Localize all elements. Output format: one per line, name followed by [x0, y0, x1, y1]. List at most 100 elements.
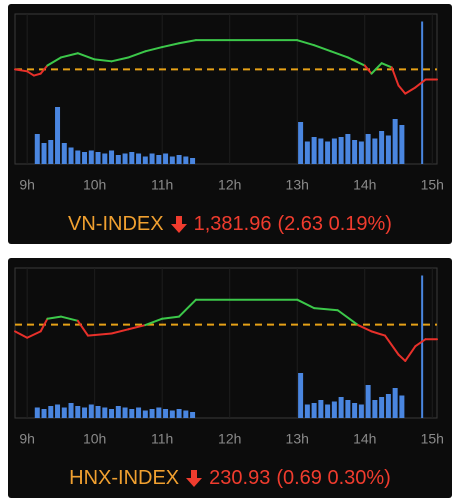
plot-frame [14, 13, 438, 165]
volume-bar [115, 155, 121, 164]
volume-bar [68, 403, 74, 418]
index-name: HNX-INDEX [69, 466, 180, 489]
volume-bar [129, 409, 135, 418]
price-line [178, 298, 197, 318]
volume-bar [149, 409, 155, 418]
x-tick-label: 11h [151, 431, 173, 447]
price-line [39, 317, 49, 333]
volume-bar [365, 385, 371, 418]
volume-bar [365, 134, 371, 164]
volume-bar [385, 394, 391, 418]
chart: 9h 10h 11h 12h 13h 14h 15h [14, 13, 444, 193]
volume-bar [352, 140, 358, 164]
volume-bar [34, 134, 40, 164]
x-tick-label: 9h [19, 431, 35, 447]
down-arrow [186, 470, 203, 487]
price-line [110, 328, 130, 335]
volume-bar [311, 403, 317, 418]
volume-bar [88, 404, 94, 418]
volume-bar [392, 119, 398, 164]
volume-bar [41, 409, 47, 418]
chart: 9h 10h 11h 12h 13h 14h 15h [14, 267, 444, 447]
volume-bar [122, 407, 128, 418]
down-arrow [170, 216, 187, 233]
price-line [370, 62, 383, 75]
volume-bar [338, 137, 344, 164]
volume-bar [331, 138, 337, 164]
price-line [86, 332, 113, 337]
price-line [363, 64, 373, 75]
price-line [404, 345, 417, 362]
price-line [59, 52, 79, 59]
volume-bar [325, 404, 331, 418]
volume-bar [136, 407, 142, 418]
price-line [414, 338, 427, 348]
volume-bar [421, 21, 424, 164]
caption: HNX-INDEX 230.93 (0.69 0.30%) [8, 458, 452, 498]
volume-bar [176, 155, 182, 164]
volume-bar [142, 410, 148, 418]
volume-bar [48, 140, 54, 164]
volume-bar [136, 153, 142, 164]
volume-bar [338, 397, 344, 418]
volume-bar [385, 135, 391, 164]
volume-bar [68, 147, 74, 164]
price-line [370, 330, 387, 337]
price-line [110, 56, 130, 63]
price-line [296, 298, 316, 310]
price-line [178, 39, 197, 45]
volume-bar [392, 388, 398, 418]
volume-bar [142, 156, 148, 164]
volume-bar [345, 134, 351, 164]
volume-bar [163, 153, 169, 164]
volume-bar [102, 153, 108, 164]
volume-bar [163, 409, 169, 418]
change-value: (0.69 0.30%) [276, 466, 391, 489]
volume-bar [109, 150, 115, 164]
index-name: VN-INDEX [68, 212, 164, 235]
volume-bar [331, 401, 337, 418]
volume-bar [183, 156, 189, 164]
volume-bar [156, 407, 162, 418]
price-line [329, 50, 349, 59]
price-line [397, 353, 407, 362]
price-line [380, 62, 393, 69]
price-line [14, 68, 29, 73]
volume-bar [176, 409, 182, 418]
price-line [76, 319, 89, 337]
volume-bar [399, 125, 405, 164]
price-line [59, 315, 79, 322]
index-panel: 9h 10h 11h 12h 13h 14h 15h HNX-INDEX 230.93 (0… [8, 258, 452, 498]
volume-bar [318, 138, 324, 164]
price-line [46, 315, 62, 320]
price-line [313, 307, 339, 312]
volume-bar [55, 404, 61, 418]
plot-frame [14, 267, 438, 419]
x-tick-label: 11h [151, 177, 173, 193]
volume-bar [149, 153, 155, 164]
volume-bar [129, 152, 135, 164]
volume-bar [399, 395, 405, 418]
price-line [404, 86, 417, 95]
volume-bar [82, 152, 88, 164]
volume-bar [379, 131, 385, 164]
price-line [161, 315, 181, 320]
volume-bar [345, 400, 351, 418]
index-panel: 9h 10h 11h 12h 13h 14h 15h VN-INDEX 1,381.96 (… [8, 4, 452, 244]
volume-bar [190, 158, 196, 164]
volume-bar [358, 141, 364, 164]
x-tick-label: 12h [218, 177, 241, 193]
volume-bar [352, 403, 358, 418]
volume-bar [115, 406, 121, 418]
volume-bar [55, 107, 61, 164]
volume-bar [169, 410, 175, 418]
price-line [296, 39, 316, 47]
price-line [39, 64, 49, 75]
x-tick-label: 14h [353, 431, 376, 447]
volume-bar [421, 275, 424, 418]
price-line [127, 324, 147, 331]
volume-bar [48, 406, 54, 418]
volume-bar [304, 404, 310, 418]
price-line [346, 56, 366, 67]
x-tick-label: 13h [286, 177, 309, 193]
